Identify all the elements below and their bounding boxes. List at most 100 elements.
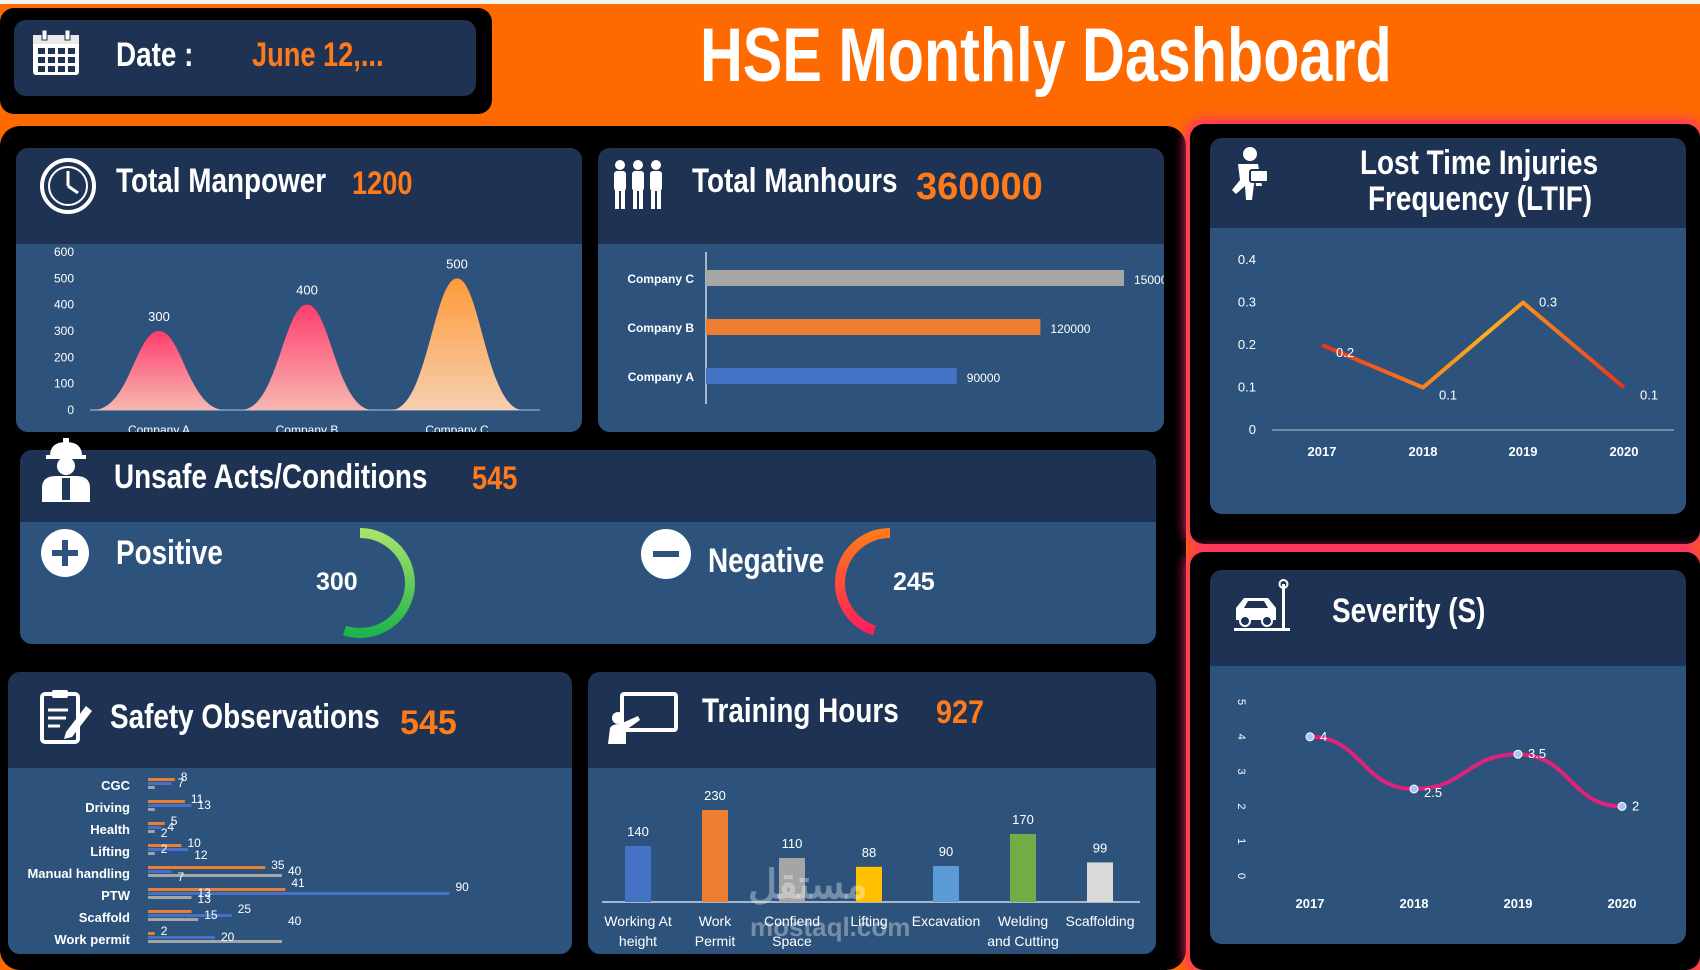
training-card: Training Hours 927 140 Working At height 23… <box>588 672 1156 954</box>
date-panel: Date : June 12,... <box>14 20 476 96</box>
y-tick-label: PTW <box>101 888 131 903</box>
data-label: 500 <box>446 256 468 271</box>
unsafe-total: 545 <box>472 460 518 496</box>
manhours-title: Total Manhours <box>692 162 898 200</box>
date-value: June 12,... <box>252 36 384 74</box>
data-label: 90000 <box>967 371 1001 385</box>
ltif-title-line1: Lost Time Injuries <box>1360 144 1599 182</box>
bar <box>148 910 192 913</box>
observations-card: Safety Observations 545 CGC 8 7 Driving 11 13… <box>8 672 572 954</box>
data-label: 20 <box>221 930 235 944</box>
bar <box>148 800 185 803</box>
y-tick-label: 0 <box>67 403 74 417</box>
bar <box>148 870 172 873</box>
y-tick-label: Company C <box>627 272 694 286</box>
data-label: 41 <box>291 876 305 890</box>
data-label: 35 <box>271 858 285 872</box>
y-tick-label: 0.4 <box>1238 252 1256 267</box>
data-label: 88 <box>862 845 876 860</box>
y-tick-label: 0 <box>1249 422 1256 437</box>
data-label: 7 <box>177 870 184 884</box>
bar <box>148 848 189 851</box>
x-tick-label: 2018 <box>1409 444 1438 459</box>
manpower-total: 1200 <box>352 165 413 201</box>
bar <box>779 858 805 902</box>
training-chart: 140 Working At height 230 Work Permit 110 Confi… <box>602 788 1140 949</box>
y-tick-label: 500 <box>54 271 74 285</box>
bar <box>148 936 215 939</box>
x-tick-label: 2017 <box>1296 896 1325 911</box>
bar <box>148 822 165 825</box>
bar <box>148 804 192 807</box>
data-label: 40 <box>288 864 302 878</box>
data-label: 0.2 <box>1336 345 1354 360</box>
x-tick-label: Confiend <box>764 913 820 929</box>
observations-title: Safety Observations <box>110 698 380 736</box>
data-label: 7 <box>177 776 184 790</box>
bar <box>625 846 651 902</box>
y-tick-label: 0 <box>1235 873 1247 879</box>
y-tick-label: 400 <box>54 298 74 312</box>
bar <box>148 940 282 943</box>
data-label: 4 <box>167 820 174 834</box>
data-label: 40 <box>288 914 302 928</box>
bar <box>702 810 728 902</box>
x-tick-label: Company A <box>128 423 190 432</box>
data-label: 2 <box>161 826 168 840</box>
data-label: 99 <box>1093 840 1107 855</box>
gauge-arc <box>835 528 891 636</box>
dashboard-title: HSE Monthly Dashboard <box>700 13 1392 98</box>
gauge-arc <box>343 528 415 638</box>
severity-title: Severity (S) <box>1332 592 1486 630</box>
x-tick-label: 2019 <box>1509 444 1538 459</box>
data-label: 8 <box>181 770 188 784</box>
manhours-chart: Company C 150000 Company B 120000 Company A 9… <box>627 252 1164 404</box>
y-tick-label: Lifting <box>90 844 130 859</box>
data-label: 11 <box>191 792 204 806</box>
area-peak <box>241 304 373 410</box>
data-point <box>1409 784 1419 794</box>
x-tick-label: Welding <box>998 913 1048 929</box>
y-tick-label: CGC <box>101 778 131 793</box>
data-label: 110 <box>782 836 803 851</box>
training-total: 927 <box>936 694 985 730</box>
bar <box>148 826 162 829</box>
data-label: 90 <box>939 844 953 859</box>
data-label: 300 <box>148 309 170 324</box>
data-label: 3.5 <box>1528 746 1546 761</box>
y-tick-label: Driving <box>85 800 130 815</box>
worker-helmet-icon <box>42 438 90 502</box>
y-tick-label: 200 <box>54 350 74 364</box>
bar <box>148 866 266 869</box>
bar <box>856 866 882 902</box>
y-tick-label: 100 <box>54 377 74 391</box>
negative-label: Negative <box>708 542 825 580</box>
observations-header <box>8 672 572 768</box>
data-label: 2 <box>1632 798 1639 813</box>
unsafe-card: Unsafe Acts/Conditions 545 Positive 300 … <box>20 450 1156 644</box>
bar <box>148 830 155 833</box>
y-tick-label: 4 <box>1235 734 1247 740</box>
series-line <box>1321 300 1626 390</box>
injured-person-icon <box>1232 147 1269 200</box>
data-label: 120000 <box>1050 322 1090 336</box>
data-point <box>1305 732 1315 742</box>
x-tick-label: 2018 <box>1400 896 1429 911</box>
clipboard-edit-icon <box>40 690 92 744</box>
x-tick-label: Space <box>772 933 812 949</box>
observations-body <box>8 768 572 954</box>
data-label: 170 <box>1012 812 1034 827</box>
data-label: 5 <box>171 814 178 828</box>
bar <box>148 844 182 847</box>
training-title: Training Hours <box>702 692 899 730</box>
data-label: 25 <box>238 902 252 916</box>
bar <box>148 786 155 789</box>
bar <box>1087 862 1113 902</box>
negative-value: 245 <box>893 568 935 596</box>
negative-gauge <box>835 528 891 636</box>
unsafe-header <box>20 450 1156 522</box>
positive-value: 300 <box>316 568 358 596</box>
data-label: 0.1 <box>1640 388 1658 403</box>
data-label: 13 <box>198 892 212 906</box>
